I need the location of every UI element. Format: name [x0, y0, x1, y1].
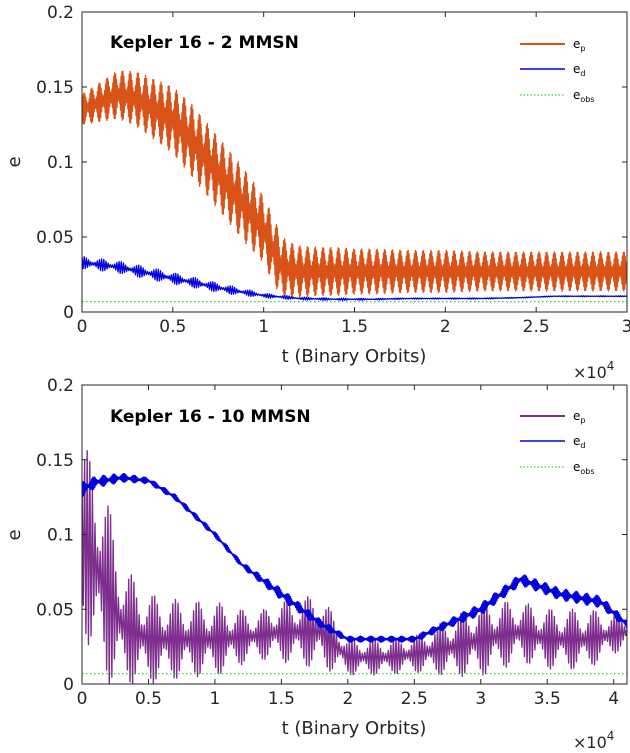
x-multiplier: ×104 — [573, 359, 614, 382]
ticks-layer: 0 0.5 1 1.5 2 2.5 3 0 0.05 0.1 0.15 0.2 — [36, 3, 630, 337]
y-tick-label: 0 — [63, 675, 74, 695]
x-tick-label: 0.5 — [135, 689, 162, 709]
x-tick-label: 3 — [622, 317, 630, 337]
y-tick-label: 0.05 — [36, 228, 74, 248]
x-tick-label: 1 — [258, 317, 269, 337]
x-tick-label: 0.5 — [159, 317, 186, 337]
x-tick-label: 2 — [440, 317, 451, 337]
series-line — [82, 70, 627, 298]
legend: ep ed eobs — [520, 37, 595, 104]
y-tick-label: 0 — [63, 303, 74, 323]
y-tick-label: 0.1 — [47, 526, 74, 546]
y-tick-label: 0.2 — [47, 376, 74, 396]
y-tick-label: 0.1 — [47, 153, 74, 173]
legend-label-ed: ed — [573, 434, 585, 450]
legend-label-eobs: eobs — [573, 460, 595, 476]
x-tick-label: 3 — [475, 689, 486, 709]
panel-bottom: 0 0.5 1 1.5 2 2.5 3 3.5 4 0 0.05 0.1 0.15 0.2 Kepler … — [4, 376, 628, 752]
x-tick-label: 1.5 — [341, 317, 368, 337]
x-multiplier: ×104 — [573, 729, 614, 752]
legend-label-eobs: eobs — [573, 88, 595, 104]
legend-label-ep: ep — [573, 409, 585, 425]
series-layer — [82, 70, 627, 303]
series-line — [82, 450, 627, 684]
legend: ep ed eobs — [520, 409, 595, 476]
x-axis-label: t (Binary Orbits) — [282, 718, 427, 739]
panel-top: 0 0.5 1 1.5 2 2.5 3 0 0.05 0.1 0.15 0.2 Kepler 16 -… — [4, 3, 630, 382]
series-line — [82, 256, 627, 302]
series-line — [82, 473, 627, 643]
x-tick-label: 2.5 — [523, 317, 550, 337]
y-tick-label: 0.15 — [36, 451, 74, 471]
x-tick-label: 0 — [77, 689, 88, 709]
panel-title: Kepler 16 - 10 MMSN — [110, 407, 311, 427]
x-tick-label: 0 — [77, 317, 88, 337]
x-tick-label: 3.5 — [534, 689, 561, 709]
y-axis-label: e — [4, 156, 25, 167]
x-axis-label: t (Binary Orbits) — [282, 346, 427, 367]
x-tick-label: 1.5 — [268, 689, 295, 709]
x-tick-label: 2 — [342, 689, 353, 709]
y-tick-label: 0.15 — [36, 78, 74, 98]
legend-label-ep: ep — [573, 37, 585, 53]
y-tick-label: 0.05 — [36, 600, 74, 620]
y-tick-label: 0.2 — [47, 3, 74, 23]
y-axis-label: e — [4, 529, 25, 540]
panel-title: Kepler 16 - 2 MMSN — [110, 33, 299, 53]
ticks-layer: 0 0.5 1 1.5 2 2.5 3 3.5 4 0 0.05 0.1 0.15 0.2 — [36, 376, 627, 709]
legend-label-ed: ed — [573, 62, 585, 78]
x-tick-label: 2.5 — [401, 689, 428, 709]
x-tick-label: 1 — [210, 689, 221, 709]
x-tick-label: 4 — [608, 689, 619, 709]
series-layer — [82, 450, 627, 684]
